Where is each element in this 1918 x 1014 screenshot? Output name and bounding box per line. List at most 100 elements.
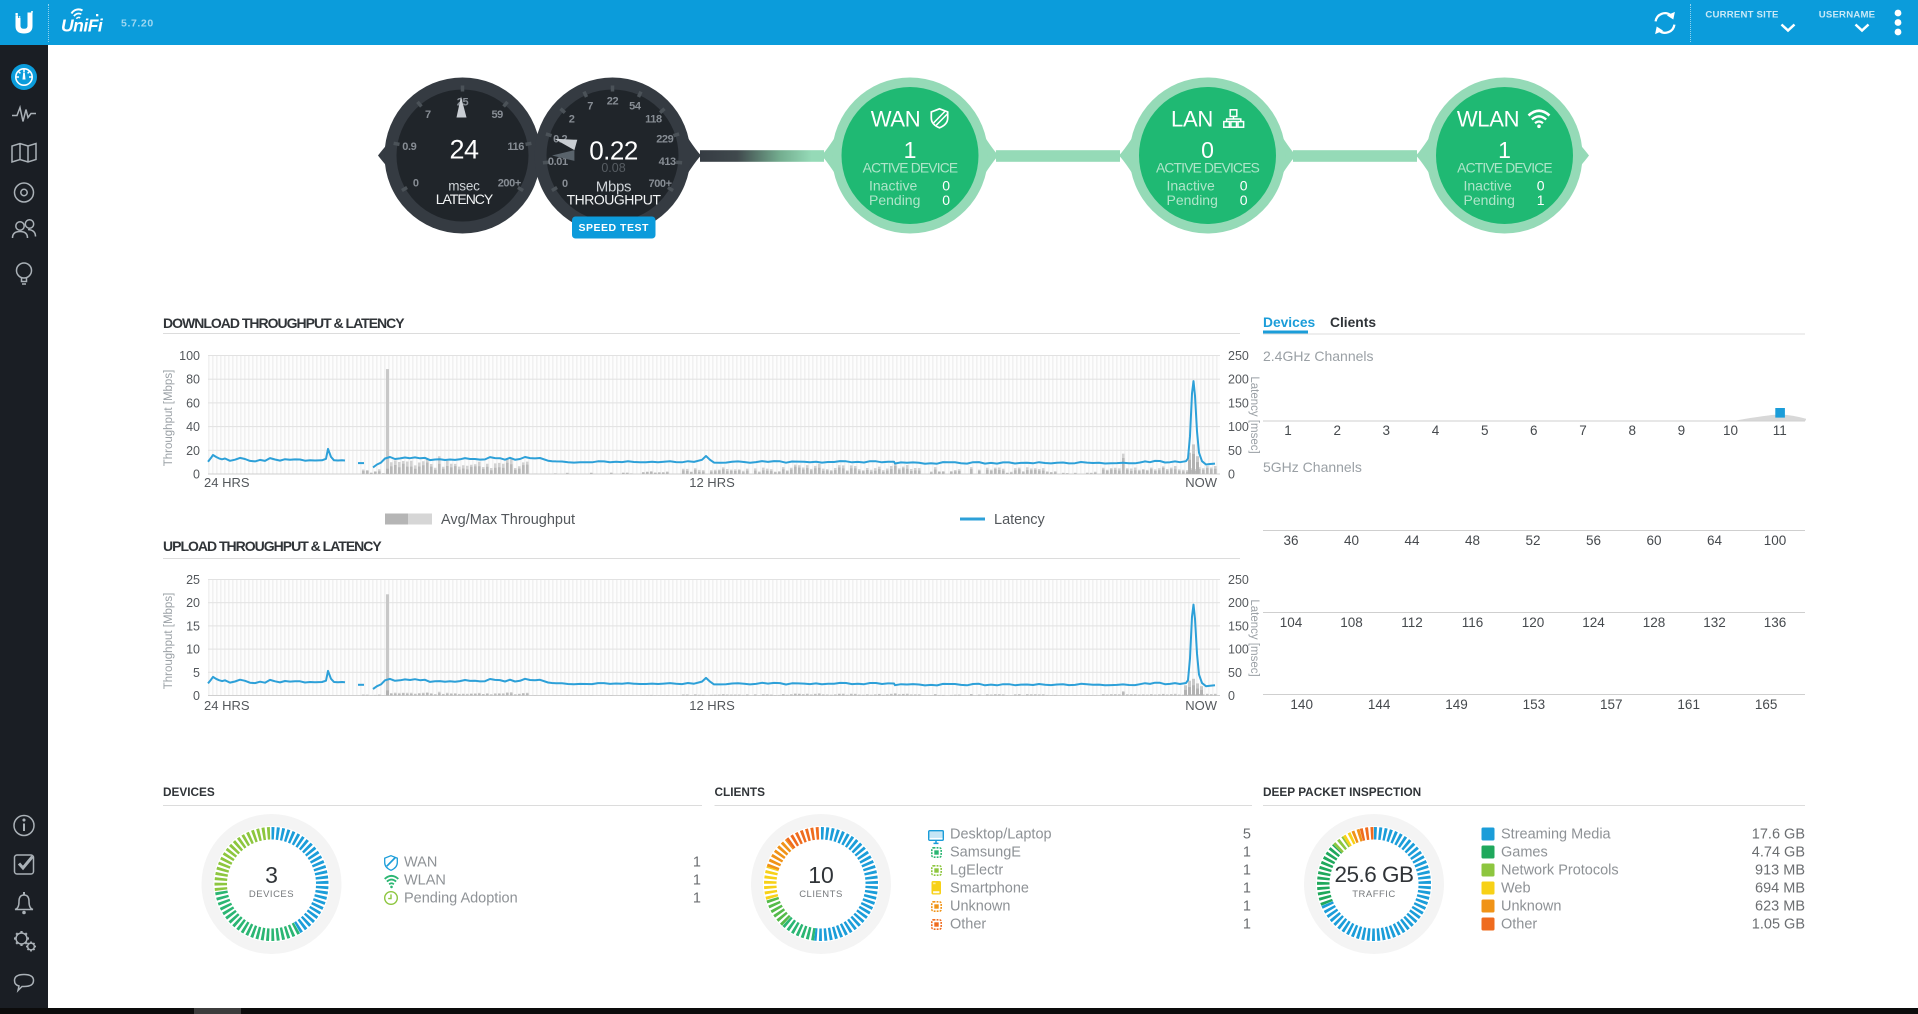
svg-text:25: 25 — [186, 573, 200, 587]
svg-text:623 MB: 623 MB — [1755, 899, 1805, 915]
svg-text:SamsungE: SamsungE — [950, 845, 1021, 861]
svg-text:Latency [msec]: Latency [msec] — [1248, 599, 1260, 676]
svg-text:Pending Adoption: Pending Adoption — [404, 891, 518, 907]
svg-text:40: 40 — [186, 420, 200, 434]
svg-text:msec: msec — [448, 179, 480, 194]
svg-text:150: 150 — [1228, 396, 1249, 410]
svg-text:0.08: 0.08 — [601, 161, 625, 175]
svg-text:56: 56 — [1586, 533, 1601, 548]
svg-text:15: 15 — [186, 619, 200, 633]
svg-text:161: 161 — [1677, 697, 1700, 712]
svg-text:200+: 200+ — [498, 178, 521, 190]
svg-text:24 HRS: 24 HRS — [204, 698, 250, 713]
svg-text:Inactive: Inactive — [1167, 178, 1215, 194]
svg-text:118: 118 — [645, 114, 662, 126]
svg-text:0: 0 — [193, 468, 200, 482]
svg-text:10: 10 — [808, 862, 834, 888]
svg-text:0.01: 0.01 — [548, 156, 568, 168]
svg-text:4.74 GB: 4.74 GB — [1752, 845, 1805, 861]
svg-text:1: 1 — [693, 873, 701, 889]
svg-text:1: 1 — [1243, 899, 1251, 915]
svg-text:48: 48 — [1465, 533, 1480, 548]
svg-text:60: 60 — [186, 396, 200, 410]
svg-text:0: 0 — [1228, 468, 1235, 482]
svg-text:10: 10 — [1723, 423, 1738, 438]
svg-text:54: 54 — [629, 100, 642, 112]
svg-text:64: 64 — [1707, 533, 1723, 548]
svg-text:1: 1 — [1243, 845, 1251, 861]
svg-text:200: 200 — [1228, 373, 1249, 387]
svg-text:Smartphone: Smartphone — [950, 881, 1029, 897]
svg-text:Inactive: Inactive — [1464, 178, 1512, 194]
svg-text:5: 5 — [193, 666, 200, 680]
svg-text:24 HRS: 24 HRS — [204, 475, 250, 490]
svg-text:UPLOAD THROUGHPUT & LATENCY: UPLOAD THROUGHPUT & LATENCY — [163, 538, 382, 554]
svg-text:CLIENTS: CLIENTS — [715, 785, 766, 799]
svg-text:ACTIVE DEVICE: ACTIVE DEVICE — [1457, 161, 1552, 176]
svg-text:DEVICES: DEVICES — [163, 785, 215, 799]
svg-text:2.4GHz Channels: 2.4GHz Channels — [1263, 348, 1374, 364]
svg-text:0: 0 — [942, 192, 950, 208]
svg-text:Desktop/Laptop: Desktop/Laptop — [950, 827, 1052, 843]
svg-text:9: 9 — [1678, 423, 1686, 438]
svg-text:10: 10 — [186, 643, 200, 657]
svg-text:52: 52 — [1525, 533, 1540, 548]
svg-text:Inactive: Inactive — [869, 178, 917, 194]
svg-text:Mbps: Mbps — [596, 179, 631, 196]
svg-text:100: 100 — [179, 349, 200, 363]
svg-text:124: 124 — [1582, 615, 1605, 630]
svg-text:36: 36 — [1283, 533, 1298, 548]
svg-text:128: 128 — [1643, 615, 1666, 630]
svg-text:Pending: Pending — [1167, 192, 1218, 208]
svg-text:3: 3 — [265, 862, 278, 888]
svg-text:0: 0 — [1537, 178, 1545, 194]
svg-text:11: 11 — [1773, 423, 1787, 438]
svg-text:1.05 GB: 1.05 GB — [1752, 917, 1805, 933]
svg-text:0.9: 0.9 — [402, 141, 416, 153]
svg-text:CURRENT SITE: CURRENT SITE — [1705, 10, 1779, 21]
svg-text:25.6 GB: 25.6 GB — [1334, 862, 1413, 887]
svg-text:Other: Other — [950, 917, 986, 933]
svg-text:TRAFFIC: TRAFFIC — [1352, 889, 1396, 900]
svg-text:USERNAME: USERNAME — [1819, 10, 1876, 21]
svg-text:44: 44 — [1404, 533, 1420, 548]
svg-text:1: 1 — [1243, 863, 1251, 879]
svg-text:0: 0 — [1240, 192, 1248, 208]
svg-text:2: 2 — [569, 114, 575, 126]
svg-text:80: 80 — [186, 373, 200, 387]
svg-text:8: 8 — [1628, 423, 1636, 438]
svg-text:17.6 GB: 17.6 GB — [1752, 827, 1805, 843]
svg-text:Unknown: Unknown — [1501, 899, 1561, 915]
svg-text:WLAN: WLAN — [1457, 107, 1519, 132]
svg-text:229: 229 — [656, 134, 673, 146]
svg-text:Latency [msec]: Latency [msec] — [1248, 376, 1260, 453]
svg-text:50: 50 — [1228, 444, 1242, 458]
svg-text:0.22: 0.22 — [589, 136, 638, 166]
svg-text:140: 140 — [1290, 697, 1313, 712]
svg-text:LATENCY: LATENCY — [436, 191, 494, 207]
svg-text:116: 116 — [507, 141, 524, 153]
svg-text:112: 112 — [1401, 615, 1423, 630]
svg-text:Network Protocols: Network Protocols — [1501, 863, 1619, 879]
svg-text:1: 1 — [904, 137, 917, 163]
svg-text:NOW: NOW — [1185, 475, 1218, 490]
svg-text:0: 0 — [942, 178, 950, 194]
svg-text:200: 200 — [1228, 596, 1249, 610]
svg-text:WLAN: WLAN — [404, 873, 446, 889]
svg-text:250: 250 — [1228, 349, 1249, 363]
svg-text:LAN: LAN — [1171, 107, 1213, 132]
svg-text:149: 149 — [1445, 697, 1468, 712]
svg-text:40: 40 — [1344, 533, 1359, 548]
svg-text:136: 136 — [1764, 615, 1787, 630]
svg-text:20: 20 — [186, 444, 200, 458]
svg-text:Other: Other — [1501, 917, 1537, 933]
svg-text:Pending: Pending — [1464, 192, 1515, 208]
svg-text:165: 165 — [1755, 697, 1778, 712]
svg-text:116: 116 — [1462, 615, 1484, 630]
svg-text:24: 24 — [449, 135, 479, 165]
svg-text:1: 1 — [1243, 917, 1251, 933]
svg-text:Pending: Pending — [869, 192, 920, 208]
svg-text:1: 1 — [693, 855, 701, 871]
svg-text:104: 104 — [1280, 615, 1303, 630]
svg-text:ACTIVE DEVICES: ACTIVE DEVICES — [1156, 161, 1260, 176]
